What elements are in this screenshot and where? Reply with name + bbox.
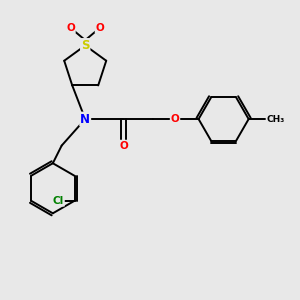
Text: O: O (66, 23, 75, 33)
Text: O: O (119, 141, 128, 151)
Text: O: O (171, 114, 179, 124)
Text: N: N (80, 112, 90, 126)
Text: CH₃: CH₃ (266, 115, 285, 124)
Text: S: S (81, 39, 89, 52)
Text: O: O (96, 23, 104, 33)
Text: Cl: Cl (53, 196, 64, 206)
